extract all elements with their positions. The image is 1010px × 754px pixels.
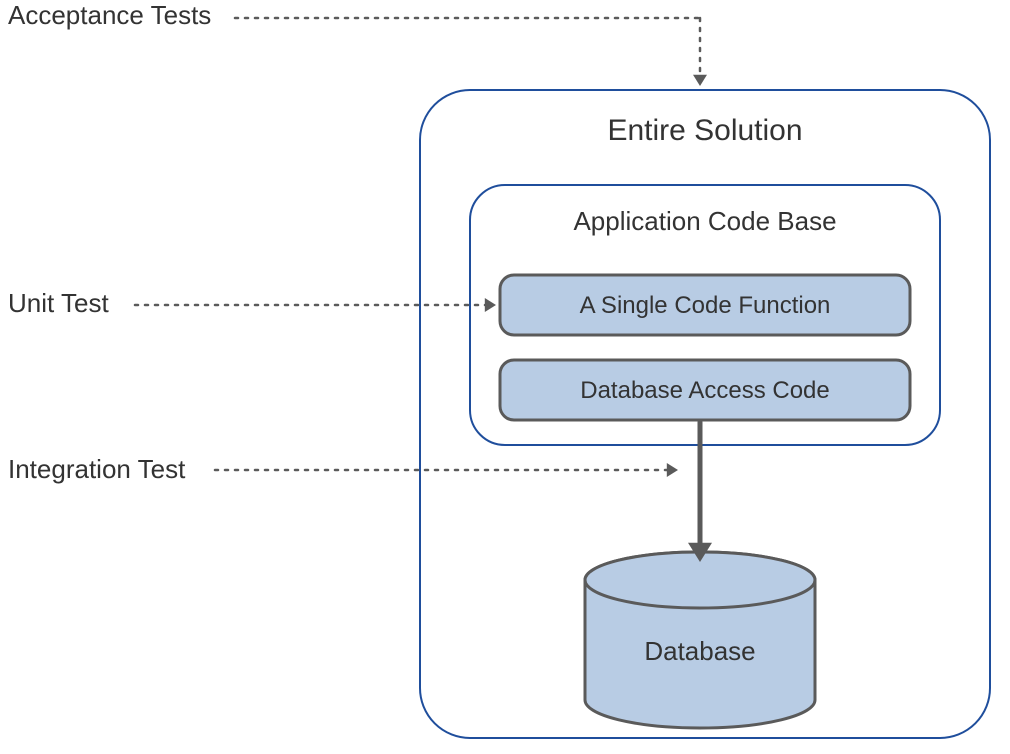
label-acceptance: Acceptance Tests <box>8 0 211 30</box>
title-entire-solution: Entire Solution <box>607 114 802 147</box>
label-single-function: A Single Code Function <box>580 292 831 319</box>
label-integration: Integration Test <box>8 454 186 484</box>
title-app-code-base: Application Code Base <box>573 206 836 236</box>
arrow-head <box>693 75 707 86</box>
arrow-head <box>667 463 678 477</box>
label-database: Database <box>644 636 755 666</box>
label-db-access: Database Access Code <box>580 377 829 404</box>
label-unit: Unit Test <box>8 288 109 318</box>
arrow-head <box>485 298 496 312</box>
